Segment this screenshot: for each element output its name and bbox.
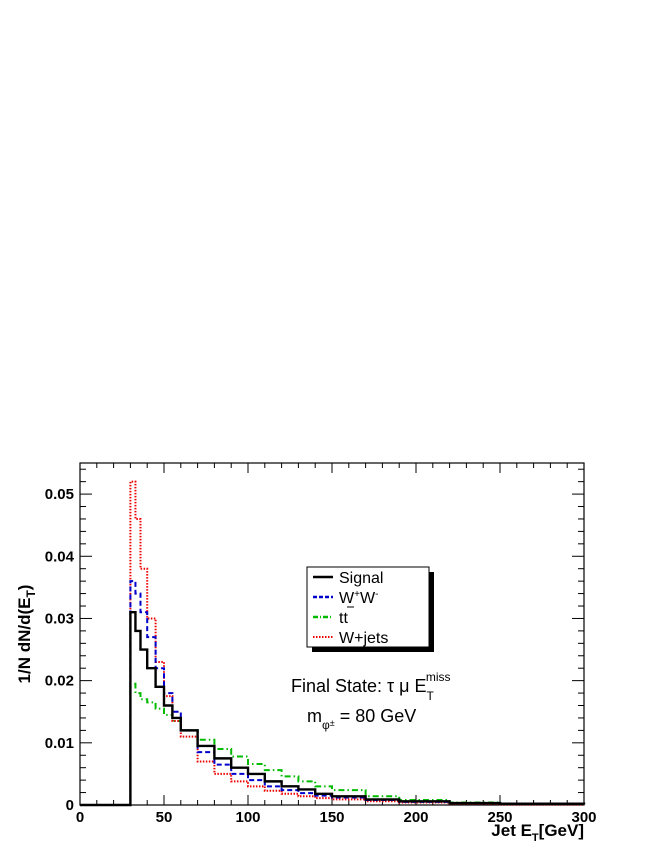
x-tick-label: 100 [235,809,260,826]
x-axis: 0 50 100 150 200 250 300 [76,463,597,826]
legend: Signal W+W- tt W+jets [306,566,434,652]
y-tick-label: 0.04 [45,548,75,565]
x-tick-label: 250 [487,809,512,826]
x-tick-label: 300 [571,809,596,826]
legend-label-signal: Signal [339,570,383,587]
x-tick-label: 150 [319,809,344,826]
series-w-w- [80,580,585,806]
series-layer [80,480,586,807]
y-axis-title: 1/N dN/d(ET) [15,585,38,684]
x-tick-label: 50 [156,809,173,826]
y-tick-label: 0.01 [45,735,74,752]
y-tick-label: 0.03 [45,610,74,627]
x-tick-label: 200 [403,809,428,826]
annotation-mass: mφ± = 80 GeV [307,706,416,732]
legend-label-ttbar: tt [339,610,348,627]
series-signal [80,611,586,807]
y-tick-label: 0 [66,797,74,814]
legend-box [306,566,430,648]
legend-label-wjets: W+jets [339,630,388,647]
x-axis-title: Jet ET[GeV] [491,821,584,844]
y-tick-label: 0.02 [45,673,74,690]
y-tick-label: 0.05 [45,486,74,503]
x-tick-label: 0 [76,809,84,826]
legend-label-ww: W+W- [339,589,378,607]
series-ttbar [80,682,585,806]
annotation-final-state: Final State: τ μ ETmiss [291,670,451,703]
